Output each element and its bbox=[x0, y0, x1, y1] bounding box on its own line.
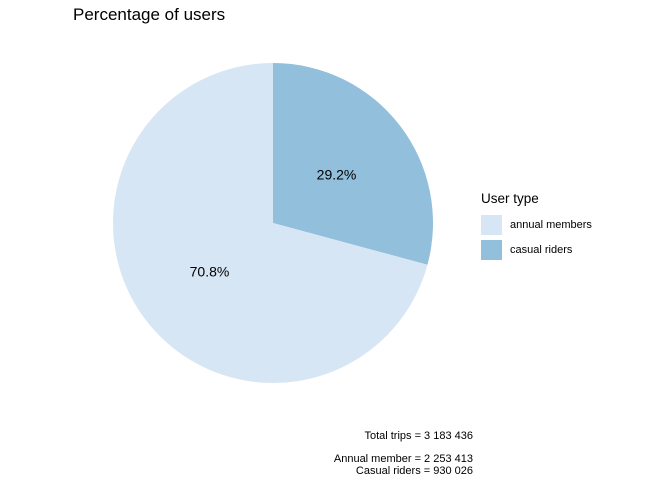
legend-title: User type bbox=[481, 191, 539, 206]
legend-item-casual-riders: casual riders bbox=[481, 239, 592, 261]
caption-total-trips: Total trips = 3 183 436 bbox=[364, 430, 473, 442]
legend-item-annual-members: annual members bbox=[481, 214, 592, 236]
legend: User type annual members casual riders bbox=[481, 191, 592, 264]
legend-label-annual-members: annual members bbox=[510, 219, 592, 231]
caption-casual-riders: Casual riders = 930 026 bbox=[355, 465, 473, 477]
legend-label-casual-riders: casual riders bbox=[510, 244, 573, 256]
caption-annual-members: Annual member = 2 253 413 bbox=[333, 453, 473, 465]
slice-label-annual-members: 70.8% bbox=[190, 264, 230, 280]
legend-swatch-casual-riders bbox=[481, 240, 502, 260]
caption: Total trips = 3 183 436 Annual member = … bbox=[334, 430, 473, 477]
pie-slice-casual-riders bbox=[273, 63, 433, 265]
legend-swatch-annual-members bbox=[481, 215, 502, 235]
chart-title: Percentage of users bbox=[73, 5, 226, 24]
pie-slice-annual-members bbox=[112, 63, 428, 383]
slice-label-casual-riders: 29.2% bbox=[317, 166, 357, 182]
